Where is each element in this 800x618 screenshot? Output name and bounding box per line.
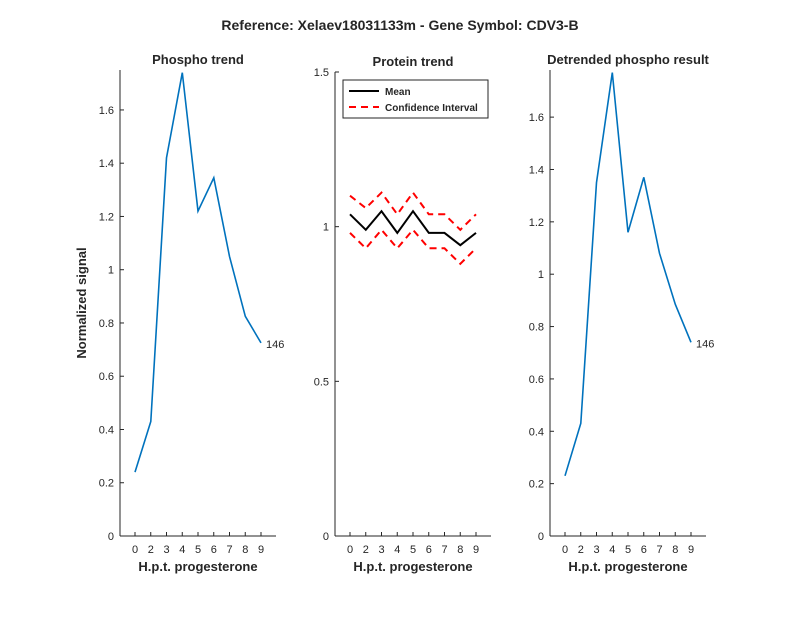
x-tick-label: 5 [625,544,631,556]
legend-label: Mean [385,87,411,98]
chart-panels: 00.20.40.60.811.21.41.60 2 3 4 5 6 7 8 9Phospho … [74,52,714,574]
y-tick-label: 0.6 [99,371,114,383]
chart-panel-1: 00.20.40.60.811.21.41.60 2 3 4 5 6 7 8 9Phospho … [74,52,284,574]
chart-title: Phospho trend [152,52,244,67]
y-tick-label: 0 [108,531,114,543]
x-tick-label: 0 [347,544,353,556]
y-tick-label: 0.6 [529,374,544,386]
x-tick-label: 6 [426,544,432,556]
x-tick-label: 4 [394,544,400,556]
y-tick-label: 1.4 [529,164,544,176]
y-tick-label: 1.6 [99,105,114,117]
y-tick-label: 1.5 [314,67,329,79]
series-end-label: 146 [696,338,714,350]
x-tick-label: 0 [132,544,138,556]
chart-panel-3: 00.20.40.60.811.21.41.60 2 3 4 5 6 7 8 9Detrende… [529,52,715,574]
y-tick-label: 0.4 [529,426,544,438]
x-tick-label: 3 [163,544,169,556]
y-tick-label: 0.4 [99,424,114,436]
chart-title: Detrended phospho result [547,52,709,67]
x-tick-label: 2 [363,544,369,556]
x-tick-label: 7 [441,544,447,556]
y-tick-label: 0.8 [99,318,114,330]
y-tick-label: 0.2 [529,479,544,491]
x-tick-label: 9 [688,544,694,556]
y-tick-label: 1.4 [99,158,114,170]
x-tick-label: 6 [211,544,217,556]
series-line-1 [134,72,262,473]
y-tick-label: 1 [108,265,114,277]
x-tick-label: 5 [195,544,201,556]
y-tick-label: 0 [538,531,544,543]
x-tick-label: 3 [593,544,599,556]
x-tick-label: 0 [562,544,568,556]
series-line-3 [349,228,477,266]
legend: Mean Confidence Interval [342,79,489,119]
x-axis-label: H.p.t. progesterone [568,559,687,574]
y-tick-label: 1.2 [99,211,114,223]
series-line-1 [564,72,692,477]
series-end-label: 146 [266,339,284,351]
x-tick-label: 2 [148,544,154,556]
x-tick-label: 9 [473,544,479,556]
chart-title: Protein trend [373,54,454,69]
y-tick-label: 1.2 [529,217,544,229]
x-tick-label: 8 [672,544,678,556]
x-tick-label: 4 [179,544,185,556]
y-tick-label: 0 [323,531,329,543]
x-tick-label: 7 [656,544,662,556]
y-tick-label: 1 [538,269,544,281]
x-tick-label: 9 [258,544,264,556]
x-tick-label: 3 [378,544,384,556]
y-tick-label: 0.5 [314,376,329,388]
y-axis-label: Normalized signal [74,247,89,358]
series-line-2 [349,190,477,232]
x-axis-label: H.p.t. progesterone [138,559,257,574]
y-tick-label: 1.6 [529,112,544,124]
x-tick-label: 5 [410,544,416,556]
x-axis-label: H.p.t. progesterone [353,559,472,574]
y-tick-label: 0.2 [99,478,114,490]
x-tick-label: 7 [226,544,232,556]
figure-title: Reference: Xelaev18031133m - Gene Symbol… [221,17,578,33]
series-line-1 [349,209,477,247]
legend-label: Confidence Interval [385,103,478,114]
legend-box [342,79,489,119]
y-tick-label: 0.8 [529,322,544,334]
y-tick-label: 1 [323,222,329,234]
x-tick-label: 2 [578,544,584,556]
x-tick-label: 8 [457,544,463,556]
x-tick-label: 8 [242,544,248,556]
x-tick-label: 4 [609,544,615,556]
x-tick-label: 6 [641,544,647,556]
